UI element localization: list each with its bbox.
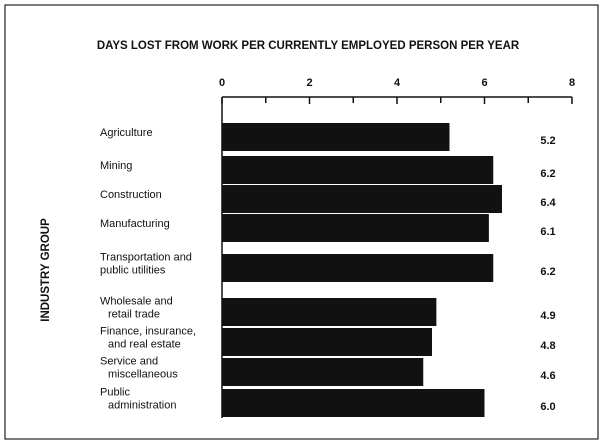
category-line: and real estate xyxy=(108,338,181,350)
category-line: Finance, insurance, xyxy=(100,325,196,337)
category-label: Transportation and public utilities xyxy=(100,251,192,276)
category-label: Mining xyxy=(100,160,132,172)
category-line: Construction xyxy=(100,189,162,201)
category-label: Manufacturing xyxy=(100,218,170,230)
value-label: 4.6 xyxy=(540,370,555,382)
category-label: Agriculture xyxy=(100,127,153,139)
category-line: Transportation and xyxy=(100,251,192,263)
x-tick-label: 6 xyxy=(481,77,487,89)
category-line: administration xyxy=(108,399,176,411)
bar xyxy=(222,328,432,356)
chart-title: DAYS LOST FROM WORK PER CURRENTLY EMPLOY… xyxy=(97,40,520,52)
y-axis-label: INDUSTRY GROUP xyxy=(40,218,52,322)
x-tick-label: 0 xyxy=(219,77,225,89)
category-line: Mining xyxy=(100,160,132,172)
frame xyxy=(4,4,599,440)
bar xyxy=(222,123,450,151)
category-line: Manufacturing xyxy=(100,218,170,230)
category-line: Service and xyxy=(100,355,158,367)
x-tick-label: 4 xyxy=(394,77,401,89)
category-label: Service and miscellaneous xyxy=(100,355,178,380)
value-label: 6.0 xyxy=(540,401,555,413)
value-label: 4.9 xyxy=(540,310,555,322)
value-label: 6.2 xyxy=(540,266,555,278)
category-line: Wholesale and xyxy=(100,295,173,307)
category-label: Finance, insurance, and real estate xyxy=(100,325,196,350)
value-label: 6.2 xyxy=(540,168,555,180)
category-line: retail trade xyxy=(108,308,160,320)
x-tick-label: 2 xyxy=(306,77,312,89)
value-label: 6.4 xyxy=(540,197,556,209)
value-label: 5.2 xyxy=(540,135,555,147)
value-label: 6.1 xyxy=(540,226,555,238)
bar xyxy=(222,298,437,326)
value-label: 4.8 xyxy=(540,340,555,352)
bar xyxy=(222,254,494,282)
category-label: Construction xyxy=(100,189,162,201)
bar xyxy=(222,214,489,242)
bar xyxy=(222,389,485,417)
bar xyxy=(222,358,424,386)
x-tick-label: 8 xyxy=(569,77,575,89)
bar xyxy=(222,185,502,213)
category-line: public utilities xyxy=(100,264,166,276)
category-line: Agriculture xyxy=(100,127,153,139)
bar xyxy=(222,156,494,184)
category-line: miscellaneous xyxy=(108,368,178,380)
category-line: Public xyxy=(100,386,130,398)
category-label: Public administration xyxy=(100,386,176,411)
category-label: Wholesale and retail trade xyxy=(100,295,173,320)
